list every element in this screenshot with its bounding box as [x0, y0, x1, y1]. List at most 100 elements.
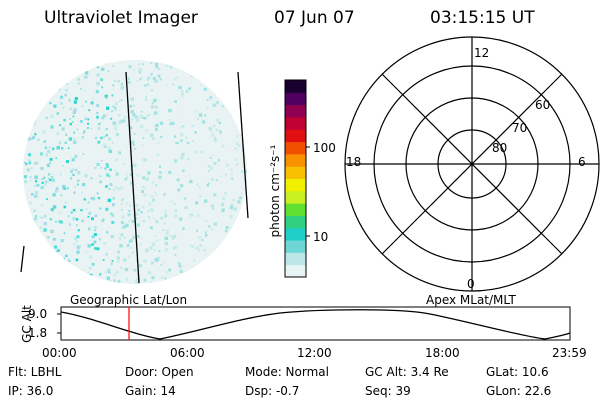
uv-speckle	[195, 246, 199, 250]
uv-speckle	[90, 197, 93, 200]
colorbar-cell	[285, 178, 306, 192]
app-title: Ultraviolet Imager	[44, 8, 198, 28]
status-ip: IP: 36.0	[8, 384, 54, 398]
uv-speckle	[241, 170, 243, 173]
uv-speckle	[35, 180, 38, 183]
uv-speckle	[49, 157, 53, 161]
colorbar-cell	[285, 80, 306, 93]
uv-speckle	[104, 259, 106, 261]
time-label: 03:15:15 UT	[430, 8, 535, 28]
uv-speckle	[85, 208, 88, 210]
uv-speckle	[99, 180, 103, 184]
colorbar-tick-label-10: 10	[313, 230, 329, 244]
uv-speckle	[120, 199, 123, 202]
date-label: 07 Jun 07	[274, 8, 355, 28]
uv-speckle	[103, 242, 107, 245]
uv-speckle	[75, 258, 79, 262]
uv-speckle	[117, 250, 120, 254]
uv-speckle	[152, 217, 155, 220]
uv-speckle	[222, 197, 226, 201]
uv-speckle	[106, 165, 110, 169]
uv-speckle	[24, 175, 27, 178]
uv-speckle	[76, 235, 80, 239]
uv-speckle	[179, 217, 183, 221]
uv-speckle	[117, 260, 120, 263]
uv-speckle	[107, 70, 110, 73]
limb-line-right	[237, 71, 249, 219]
uv-speckle	[49, 218, 52, 221]
uv-speckle	[113, 279, 117, 283]
uv-speckle	[177, 262, 181, 266]
uv-speckle	[94, 136, 98, 139]
uv-speckle	[84, 71, 89, 75]
uv-speckle	[40, 216, 43, 219]
uv-speckle	[224, 191, 227, 195]
uv-speckle	[35, 175, 38, 178]
uv-speckle	[123, 236, 126, 239]
uv-speckle	[151, 276, 155, 280]
colorbar-cell	[285, 252, 306, 266]
uv-speckle	[74, 97, 78, 101]
uv-speckle	[229, 206, 233, 210]
uv-speckle	[208, 225, 211, 228]
uv-speckle	[164, 211, 167, 214]
uv-speckle	[43, 182, 47, 186]
uv-speckle	[73, 137, 76, 141]
altitude-ytick-label-18: 1.8	[28, 326, 48, 340]
uv-speckle	[48, 146, 51, 149]
uv-speckle	[151, 242, 156, 247]
uv-speckle	[110, 117, 113, 120]
uv-speckle	[232, 198, 235, 201]
uv-speckle	[154, 235, 157, 237]
uv-speckle	[233, 207, 237, 211]
uv-speckle	[91, 196, 96, 201]
uv-speckle	[110, 212, 113, 215]
uv-speckle	[179, 126, 182, 129]
uv-speckle	[95, 90, 99, 94]
uv-speckle	[101, 159, 103, 162]
altitude-ytick-label-9: 9.0	[28, 307, 48, 321]
uv-speckle	[211, 133, 215, 137]
uv-speckle	[126, 244, 130, 247]
uv-speckle	[159, 78, 162, 81]
uv-speckle	[151, 105, 155, 109]
uv-speckle	[111, 260, 114, 262]
uv-speckle	[69, 123, 72, 126]
uv-speckle	[218, 130, 222, 133]
uv-speckle	[42, 130, 46, 134]
uv-speckle	[164, 236, 168, 241]
uv-speckle	[45, 154, 48, 157]
uv-speckle	[194, 150, 198, 153]
uv-speckle	[39, 152, 43, 156]
uv-speckle	[87, 201, 90, 204]
uv-speckle	[215, 179, 218, 182]
uv-speckle	[154, 191, 157, 193]
uv-speckle	[81, 219, 84, 223]
uv-speckle	[143, 259, 147, 263]
uv-speckle	[105, 97, 108, 100]
uv-speckle	[65, 133, 68, 136]
uv-speckle	[98, 237, 102, 241]
status-dsp: Dsp: -0.7	[245, 384, 300, 398]
uv-speckle	[237, 200, 241, 204]
uv-speckle	[140, 110, 143, 113]
uv-speckle	[55, 187, 59, 190]
uv-speckle	[120, 209, 123, 211]
polar-label-6: 6	[578, 155, 586, 169]
uv-speckle	[185, 90, 189, 93]
uv-speckle	[158, 250, 161, 253]
uv-speckle	[185, 136, 188, 139]
uv-speckle	[83, 198, 86, 201]
uv-speckle	[234, 147, 237, 150]
uv-speckle	[77, 82, 80, 85]
uv-speckle	[87, 118, 90, 121]
uv-speckle	[73, 243, 75, 245]
uv-speckle	[157, 256, 160, 260]
uv-speckle	[113, 189, 116, 191]
uv-speckle	[87, 127, 89, 129]
uv-speckle	[236, 135, 239, 137]
uv-speckle	[62, 164, 64, 167]
uv-speckle	[172, 83, 175, 86]
uv-speckle	[106, 106, 110, 110]
uv-speckle	[40, 166, 44, 171]
